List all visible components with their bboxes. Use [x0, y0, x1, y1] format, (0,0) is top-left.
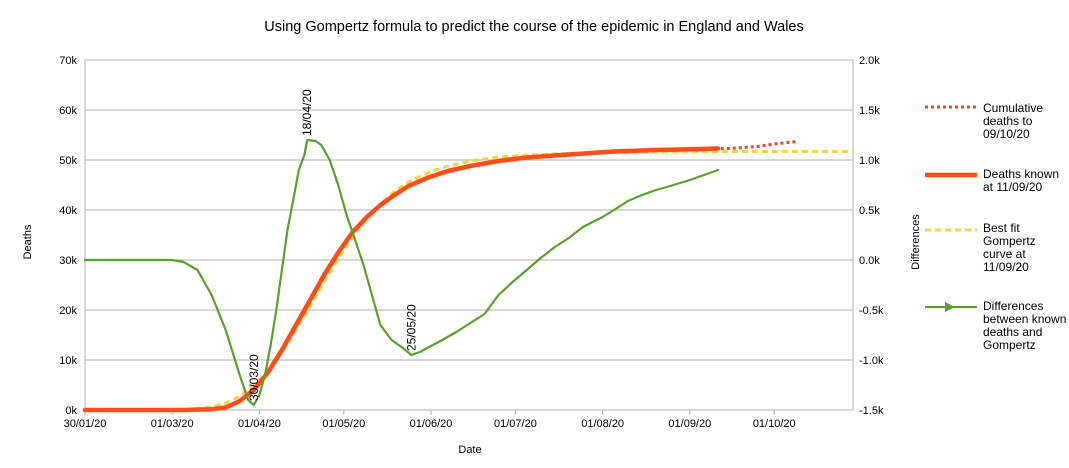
legend-label: Cumulative deaths to 09/10/20 — [983, 101, 1043, 141]
x-tick-label: 01/04/20 — [238, 418, 281, 430]
y-tick-label: 60k — [59, 105, 77, 117]
y-axis-right: -1.5k -1.0k -0.5k 0.0k 0.5k 1.0k 1.5k 2.0k — [859, 55, 884, 417]
y2-tick-label: -1.5k — [859, 405, 884, 417]
x-tick-label: 01/03/20 — [151, 418, 194, 430]
y2-tick-label: 1.5k — [859, 105, 880, 117]
x-tick-label: 01/07/20 — [494, 418, 537, 430]
series-layer — [82, 138, 853, 413]
y-tick-label: 70k — [59, 55, 77, 67]
x-axis: 30/01/20 01/03/20 01/04/20 01/05/20 01/06/20… — [64, 410, 796, 430]
legend-arrow-icon — [945, 302, 955, 312]
y-tick-label: 20k — [59, 305, 77, 317]
y-axis-title: Deaths — [22, 224, 34, 259]
plot-frame — [84, 59, 854, 411]
series-line — [84, 150, 853, 412]
gridlines — [85, 109, 853, 361]
series-line — [85, 140, 797, 412]
y-axis-left: 0k 10k 20k 30k 40k 50k 60k 70k — [59, 55, 77, 417]
y2-tick-label: 0.5k — [859, 205, 880, 217]
x-axis-title: Date — [458, 444, 481, 456]
series-line — [82, 146, 721, 413]
y2-tick-label: 2.0k — [859, 55, 880, 67]
y-tick-label: 0k — [65, 405, 77, 417]
data-annotation: 18/04/20 — [300, 89, 314, 136]
x-tick-label: 01/06/20 — [410, 418, 453, 430]
x-tick-label: 01/05/20 — [322, 418, 365, 430]
y-tick-label: 50k — [59, 155, 77, 167]
y2-axis-title: Differences — [910, 214, 922, 270]
data-annotation: 25/05/20 — [404, 304, 418, 351]
legend: Cumulative deaths to 09/10/20 Deaths known a… — [925, 101, 1066, 352]
y2-tick-label: 0.0k — [859, 255, 880, 267]
y2-tick-label: -0.5k — [859, 305, 884, 317]
y-tick-label: 40k — [59, 205, 77, 217]
legend-label: Differences between known deaths and Gomper… — [983, 299, 1066, 352]
y-tick-label: 10k — [59, 355, 77, 367]
chart-title: Using Gompertz formula to predict the co… — [264, 19, 803, 35]
y2-tick-label: -1.0k — [859, 355, 884, 367]
y2-tick-label: 1.0k — [859, 155, 880, 167]
legend-label: Best fit Gompertz curve at 11/09/20 — [983, 221, 1036, 274]
annotations: 30/03/20 18/04/20 25/05/20 — [247, 89, 419, 401]
x-tick-label: 30/01/20 — [64, 418, 107, 430]
y-tick-label: 30k — [59, 255, 77, 267]
x-tick-label: 01/10/20 — [753, 418, 796, 430]
legend-label: Deaths known at 11/09/20 — [983, 167, 1059, 194]
x-tick-label: 01/09/20 — [668, 418, 711, 430]
data-annotation: 30/03/20 — [247, 354, 261, 401]
x-tick-label: 01/08/20 — [581, 418, 624, 430]
series-line — [83, 138, 720, 407]
